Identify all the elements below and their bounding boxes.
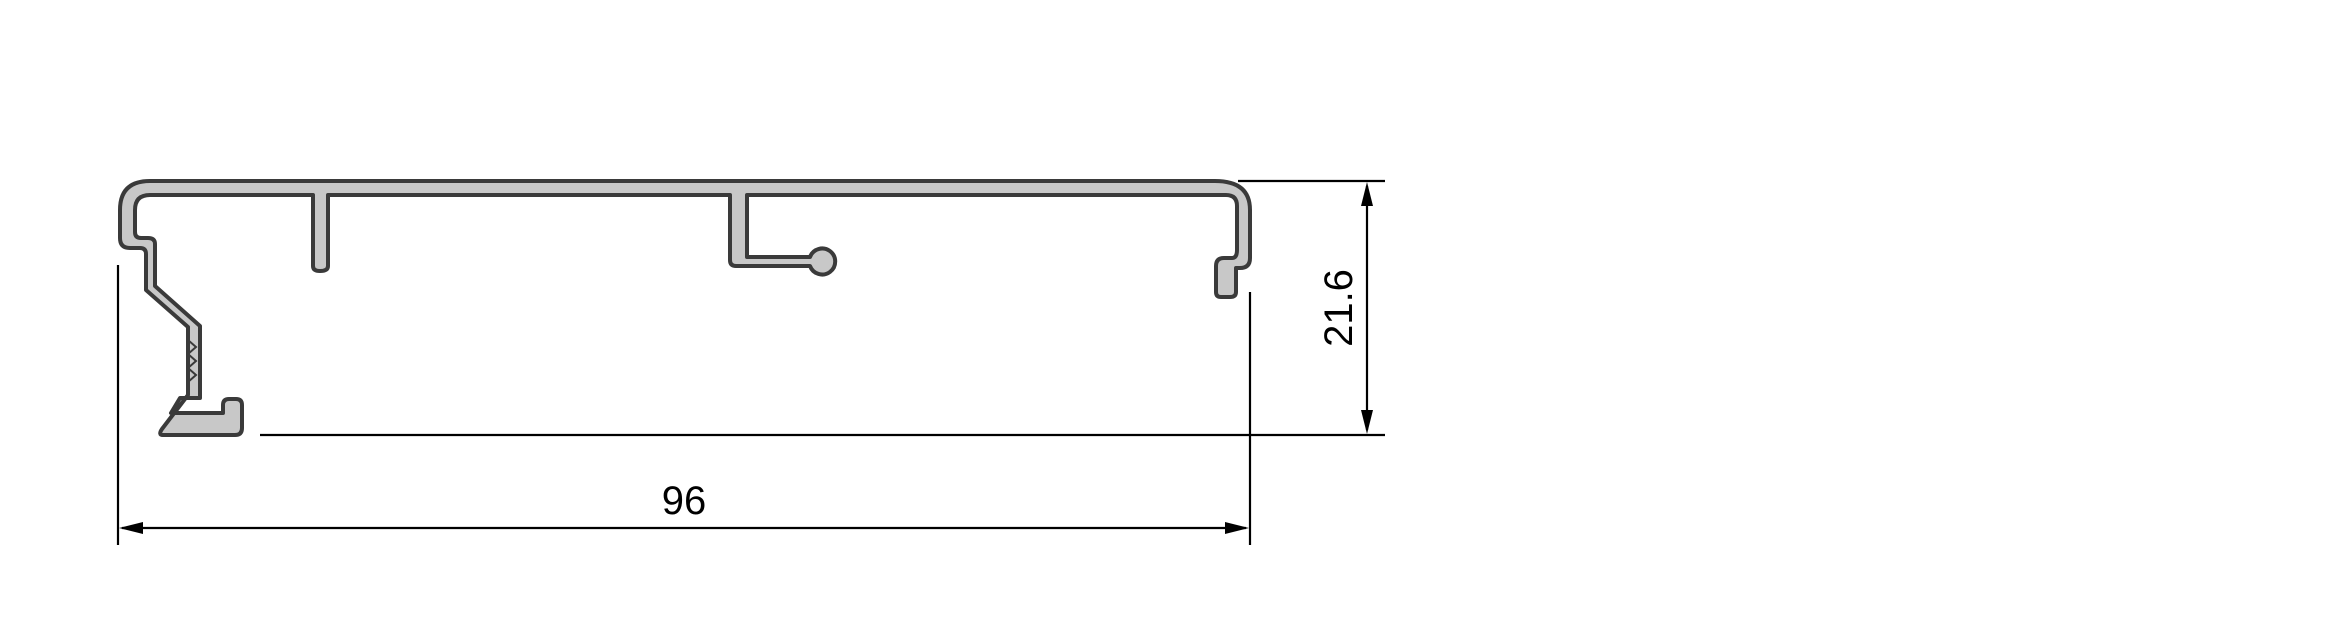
profile-body	[118, 179, 1252, 437]
width-arrow-left	[119, 522, 143, 534]
height-arrow-bottom	[1361, 410, 1373, 434]
width-dimension: 96	[116, 265, 1252, 545]
height-dimension: 21.6	[260, 179, 1385, 437]
height-arrow-top	[1361, 182, 1373, 206]
clip-serration	[186, 339, 198, 383]
width-dimension-label: 96	[662, 479, 707, 523]
width-arrow-right	[1225, 522, 1249, 534]
profile-cross-section	[118, 179, 1252, 437]
height-dimension-label: 21.6	[1317, 269, 1361, 347]
